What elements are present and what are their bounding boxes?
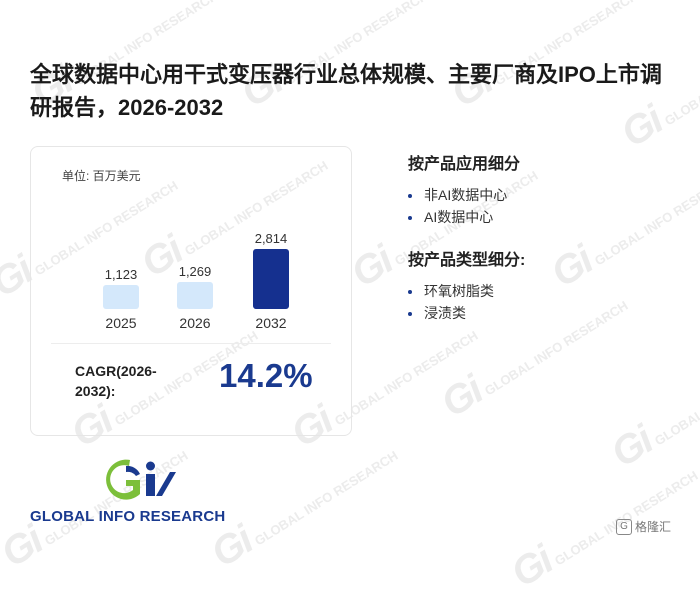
bar-2026 [177, 281, 213, 309]
watermark: GiGLOBAL INFO RESEARCH [603, 348, 700, 476]
category-label: 2026 [179, 315, 210, 331]
cagr-label: CAGR(2026-2032): [75, 363, 157, 399]
value-label: 1,123 [105, 267, 138, 282]
bar-2025 [103, 285, 139, 309]
list-item: AI数据中心 [408, 206, 520, 228]
segment-heading: 按产品类型细分: [408, 252, 526, 269]
bar-2032 [253, 249, 289, 309]
list-item: 非AI数据中心 [408, 184, 520, 206]
gelonghui-text: 格隆汇 [635, 520, 672, 534]
unit-label: 单位: 百万美元 [62, 169, 141, 183]
card-divider [51, 343, 331, 344]
list-item: 浸渍类 [408, 302, 525, 324]
value-label: 2,814 [255, 231, 288, 246]
gelonghui-badge: G 格隆汇 [616, 518, 671, 535]
segment-list: 环氧树脂类 浸渍类 [408, 280, 525, 324]
bar-chart: 1,123 2025 1,269 2026 2,814 2032 [103, 231, 289, 331]
watermark: GiGLOBAL INFO RESEARCH [543, 167, 700, 296]
segment-list: 非AI数据中心 AI数据中心 [408, 184, 520, 228]
cagr-value: 14.2% [219, 357, 313, 394]
segment-heading: 按产品应用细分 [408, 156, 521, 173]
segment-by-type: 按产品类型细分: 环氧树脂类 浸渍类 [408, 246, 525, 324]
logo-text: GLOBAL INFO RESEARCH [30, 508, 226, 525]
page-title: 全球数据中心用干式变压器行业总体规模、主要厂商及IPO上市调研报告，2026-2… [30, 62, 662, 120]
category-label: 2032 [255, 315, 286, 331]
company-logo: GLOBAL INFO RESEARCH [30, 452, 235, 527]
value-label: 1,269 [179, 264, 212, 279]
category-label: 2025 [105, 315, 136, 331]
market-size-card: 单位: 百万美元 1,123 2025 1,269 2026 2,814 2032 CAG… [30, 146, 352, 436]
segment-by-application: 按产品应用细分 非AI数据中心 AI数据中心 [408, 150, 520, 228]
gelonghui-icon: G [616, 518, 632, 535]
logo-mark [106, 459, 176, 500]
list-item: 环氧树脂类 [408, 280, 525, 302]
